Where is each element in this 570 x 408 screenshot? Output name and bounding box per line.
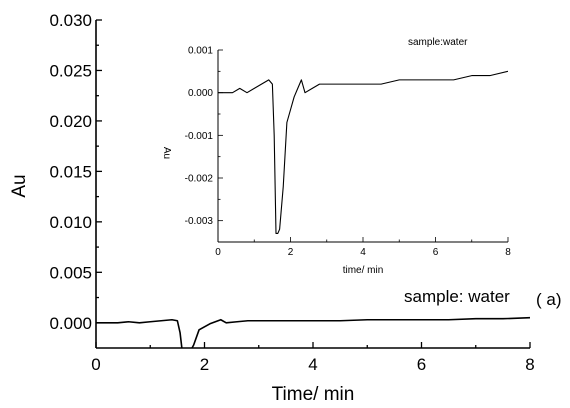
inset-tick-labels: 0 2 4 6 8 -0.003 -0.002 -0.001 0.000 0.001 <box>185 46 512 259</box>
main-x-axis-title: Time/ min <box>272 384 355 405</box>
inset-ticks <box>217 49 509 242</box>
inset-x-tick-label: 4 <box>360 247 366 258</box>
inset-y-tick-label: 0.001 <box>188 46 213 57</box>
inset-x-tick-label: 2 <box>288 247 294 258</box>
inset-y-tick-label: 0.000 <box>188 88 213 99</box>
inset-series-line <box>218 70 508 235</box>
inset-x-axis-title: time/ min <box>343 265 384 276</box>
main-y-tick-label: 0.005 <box>49 263 92 282</box>
main-y-tick-label: 0.015 <box>49 162 92 181</box>
main-x-tick-label: 0 <box>91 355 100 374</box>
main-y-tick-label: 0.020 <box>49 112 92 131</box>
inset-chart: 0 2 4 6 8 -0.003 -0.002 -0.001 0.000 0.001 time/ … <box>161 37 511 276</box>
main-y-tick-label: 0.000 <box>49 314 92 333</box>
main-y-tick-label: 0.025 <box>49 61 92 80</box>
main-chart: 0 2 4 6 8 0.000 0.005 0.010 0.015 0.020 0.025 0.030… <box>9 11 562 405</box>
inset-sample-annotation: sample:water <box>408 37 468 48</box>
main-series-line <box>96 316 530 348</box>
main-trace-label: ( a) <box>536 290 562 309</box>
main-sample-annotation: sample: water <box>404 287 510 306</box>
main-y-axis-title: Au <box>9 174 30 197</box>
main-x-tick-label: 4 <box>308 355 317 374</box>
main-x-tick-label: 6 <box>417 355 426 374</box>
main-y-tick-label: 0.010 <box>49 213 92 232</box>
main-tick-labels: 0 2 4 6 8 0.000 0.005 0.010 0.015 0.020 0.025 0.030 <box>49 11 534 374</box>
main-x-tick-label: 8 <box>525 355 534 374</box>
inset-x-tick-label: 6 <box>433 247 439 258</box>
inset-x-tick-label: 8 <box>505 247 511 258</box>
inset-y-tick-label: -0.002 <box>185 174 214 185</box>
inset-y-tick-label: -0.001 <box>185 131 214 142</box>
main-y-tick-label: 0.030 <box>49 11 92 30</box>
main-x-tick-label: 2 <box>200 355 209 374</box>
inset-y-tick-label: -0.003 <box>185 216 214 227</box>
inset-y-axis-title: Au <box>161 147 172 159</box>
inset-x-tick-label: 0 <box>215 247 221 258</box>
